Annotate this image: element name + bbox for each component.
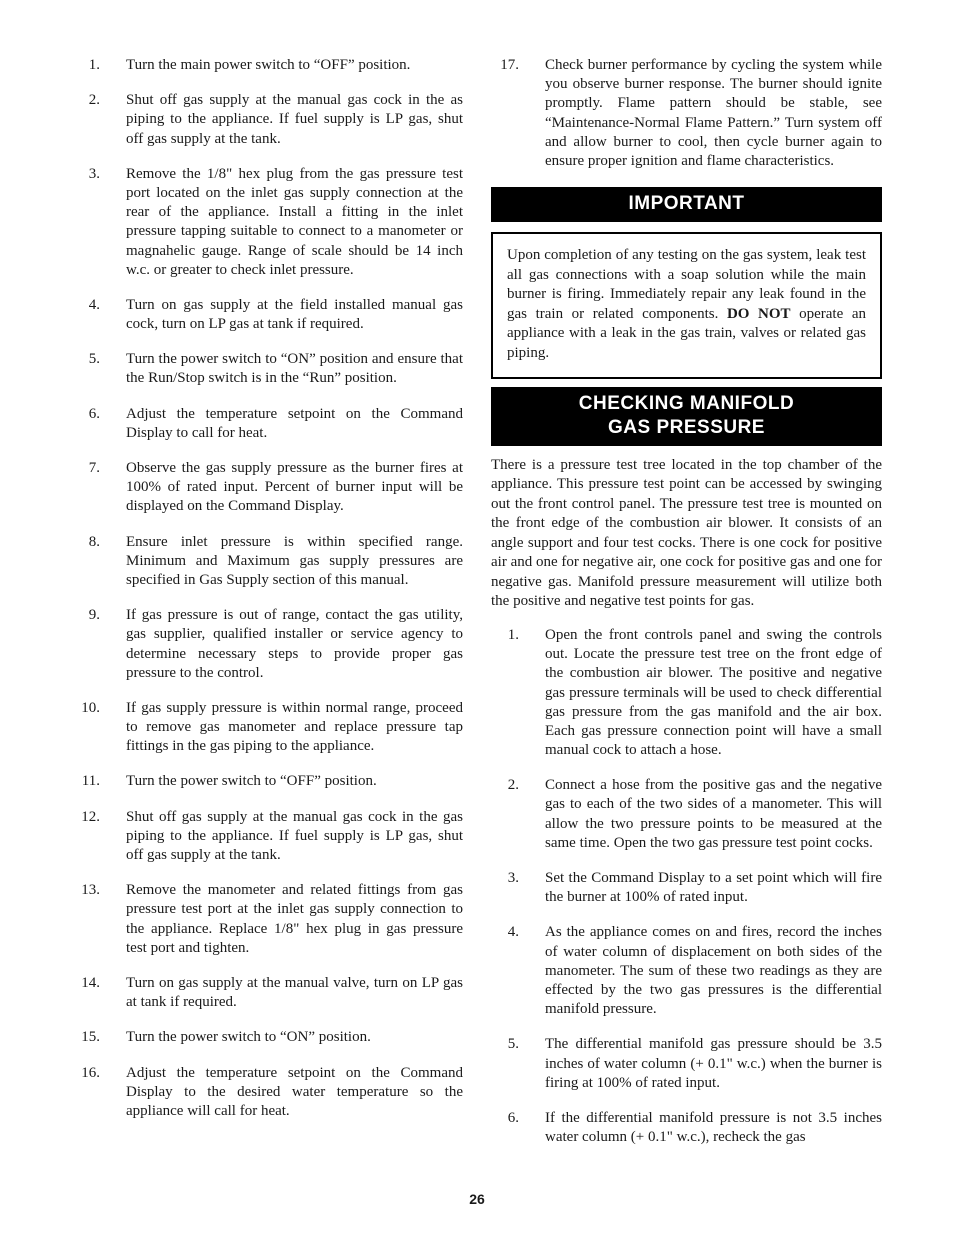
list-item: 5.Turn the power switch to “ON” position… [72,350,463,388]
section-header: CHECKING MANIFOLD GAS PRESSURE [491,387,882,446]
item-number: 8. [72,533,100,591]
list-item: 5.The differential manifold gas pressure… [491,1035,882,1093]
item-number: 13. [72,881,100,958]
list-item: 15.Turn the power switch to “ON” positio… [72,1028,463,1047]
section-intro-paragraph: There is a pressure test tree located in… [491,456,882,612]
list-item: 1.Turn the main power switch to “OFF” po… [72,56,463,75]
item-text: Shut off gas supply at the manual gas co… [100,91,463,149]
item-text: If gas pressure is out of range, contact… [100,606,463,683]
item-number: 12. [72,808,100,866]
item-number: 1. [72,56,100,75]
item-text: Turn the power switch to “OFF” position. [100,772,463,791]
item-text: Turn the power switch to “ON” position a… [100,350,463,388]
list-item: 13.Remove the manometer and related fitt… [72,881,463,958]
item-text: As the appliance comes on and fires, rec… [519,923,882,1019]
item-number: 4. [491,923,519,1019]
item-number: 6. [72,405,100,443]
list-item: 11.Turn the power switch to “OFF” positi… [72,772,463,791]
list-item: 1.Open the front controls panel and swin… [491,626,882,760]
item-text: Shut off gas supply at the manual gas co… [100,808,463,866]
item-number: 5. [491,1035,519,1093]
item-text: Open the front controls panel and swing … [519,626,882,760]
list-item: 3.Set the Command Display to a set point… [491,869,882,907]
list-item: 2.Connect a hose from the positive gas a… [491,776,882,853]
item-number: 14. [72,974,100,1012]
item-text: Check burner performance by cycling the … [519,56,882,171]
page-number: 26 [0,1191,954,1207]
list-item: 17. Check burner performance by cycling … [491,56,882,171]
list-item: 4.As the appliance comes on and fires, r… [491,923,882,1019]
item-text: Turn on gas supply at the field installe… [100,296,463,334]
item-text: If the differential manifold pressure is… [519,1109,882,1147]
list-item: 3.Remove the 1/8" hex plug from the gas … [72,165,463,280]
item-text: Remove the 1/8" hex plug from the gas pr… [100,165,463,280]
item-number: 5. [72,350,100,388]
item-number: 9. [72,606,100,683]
item-number: 11. [72,772,100,791]
item-text: Connect a hose from the positive gas and… [519,776,882,853]
item-number: 2. [491,776,519,853]
item-text: Adjust the temperature setpoint on the C… [100,405,463,443]
header-text: IMPORTANT [628,193,744,214]
list-item: 10.If gas supply pressure is within norm… [72,699,463,757]
list-item: 14.Turn on gas supply at the manual valv… [72,974,463,1012]
item-text: If gas supply pressure is within normal … [100,699,463,757]
important-callout: Upon completion of any testing on the ga… [491,232,882,379]
item-text: Observe the gas supply pressure as the b… [100,459,463,517]
header-line-1: CHECKING MANIFOLD [491,392,882,416]
page: 1.Turn the main power switch to “OFF” po… [0,0,954,1235]
item-number: 16. [72,1064,100,1122]
item-text: Adjust the temperature setpoint on the C… [100,1064,463,1122]
item-text: Turn the main power switch to “OFF” posi… [100,56,463,75]
callout-bold: DO NOT [727,306,791,322]
item-number: 3. [72,165,100,280]
item-text: Remove the manometer and related fitting… [100,881,463,958]
two-column-layout: 1.Turn the main power switch to “OFF” po… [72,56,882,1156]
item-text: Turn the power switch to “ON” position. [100,1028,463,1047]
item-number: 6. [491,1109,519,1147]
list-item: 2.Shut off gas supply at the manual gas … [72,91,463,149]
item-number: 10. [72,699,100,757]
list-item: 9.If gas pressure is out of range, conta… [72,606,463,683]
item-number: 1. [491,626,519,760]
item-number: 15. [72,1028,100,1047]
item-number: 3. [491,869,519,907]
header-line-2: GAS PRESSURE [491,416,882,440]
item-text: Turn on gas supply at the manual valve, … [100,974,463,1012]
list-item: 6.If the differential manifold pressure … [491,1109,882,1147]
item-number: 7. [72,459,100,517]
item-text: Set the Command Display to a set point w… [519,869,882,907]
list-item: 6.Adjust the temperature setpoint on the… [72,405,463,443]
item-number: 17. [491,56,519,171]
list-item: 16.Adjust the temperature setpoint on th… [72,1064,463,1122]
important-header: IMPORTANT [491,187,882,222]
item-text: Ensure inlet pressure is within specifie… [100,533,463,591]
list-item: 7.Observe the gas supply pressure as the… [72,459,463,517]
item-number: 4. [72,296,100,334]
list-item: 8.Ensure inlet pressure is within specif… [72,533,463,591]
list-item: 4.Turn on gas supply at the field instal… [72,296,463,334]
list-item: 12.Shut off gas supply at the manual gas… [72,808,463,866]
item-text: The differential manifold gas pressure s… [519,1035,882,1093]
item-number: 2. [72,91,100,149]
